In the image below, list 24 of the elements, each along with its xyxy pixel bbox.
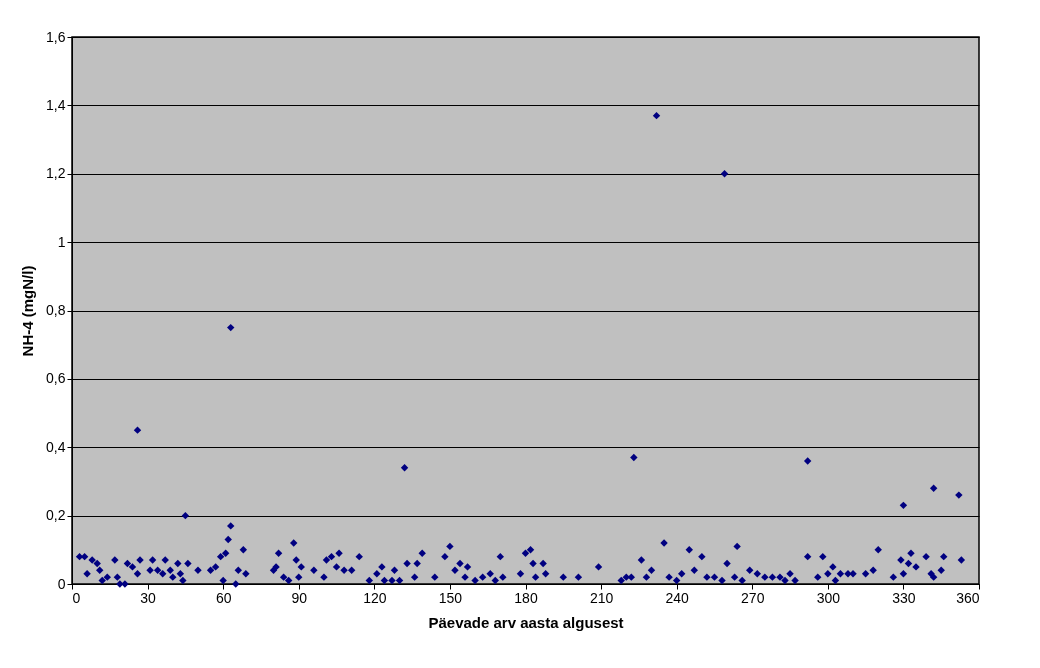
x-tick-label: 330 xyxy=(892,589,916,606)
y-tick-label: 0,6 xyxy=(46,370,66,387)
y-axis-title: NH-4 (mgN/l) xyxy=(19,265,37,357)
y-tick-label: 1,6 xyxy=(46,28,66,45)
y-tick-label: 0,8 xyxy=(46,302,66,318)
x-tick-label: 360 xyxy=(956,589,980,606)
y-tick-label: 1,4 xyxy=(46,96,66,113)
x-tick-label: 300 xyxy=(816,589,841,606)
y-tick-label: 0,4 xyxy=(46,438,66,455)
x-tick-label: 240 xyxy=(665,589,690,606)
x-tick-label: 120 xyxy=(363,589,387,606)
x-tick-label: 0 xyxy=(72,589,81,606)
x-tick-label: 30 xyxy=(140,589,157,606)
y-tick-label: 0,2 xyxy=(46,507,66,524)
x-axis-title: Päevade arv aasta algusest xyxy=(428,613,624,631)
y-tick-label: 1 xyxy=(57,233,66,250)
x-tick-label: 180 xyxy=(514,589,538,606)
x-tick-label: 90 xyxy=(291,589,308,606)
y-tick-label: 1,2 xyxy=(46,165,66,182)
x-tick-label: 210 xyxy=(589,589,614,606)
x-tick-label: 150 xyxy=(438,589,463,606)
x-tick-label: 270 xyxy=(741,589,765,606)
y-tick-label: 0 xyxy=(57,575,66,592)
x-tick-label: 60 xyxy=(215,589,232,606)
